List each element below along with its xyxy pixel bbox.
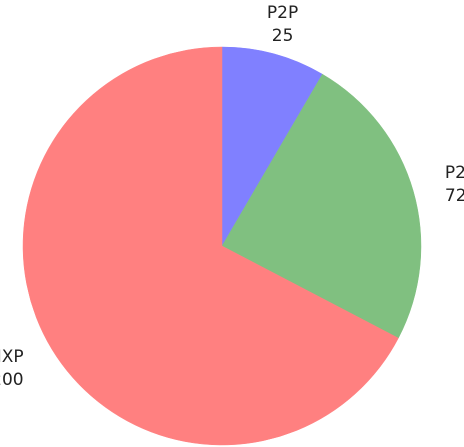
pie-slice-ixp	[22, 46, 399, 446]
pie-labels: P2P25P2C72IXP200	[0, 3, 464, 390]
slice-value: 72	[445, 186, 464, 206]
slice-name: IXP	[0, 347, 24, 367]
slice-name: P2C	[445, 163, 464, 183]
pie-slice-p2c	[221, 73, 422, 339]
pie-slices	[22, 46, 422, 446]
slice-name: P2P	[267, 3, 298, 23]
slice-value: 200	[0, 370, 24, 390]
slice-label-ixp: IXP 200	[0, 347, 24, 390]
slice-value: 25	[272, 26, 294, 46]
pie-slice-p2p	[221, 46, 323, 247]
slice-label-p2p: P2P 25	[267, 3, 298, 46]
slice-label-p2c: P2C72	[445, 163, 464, 206]
